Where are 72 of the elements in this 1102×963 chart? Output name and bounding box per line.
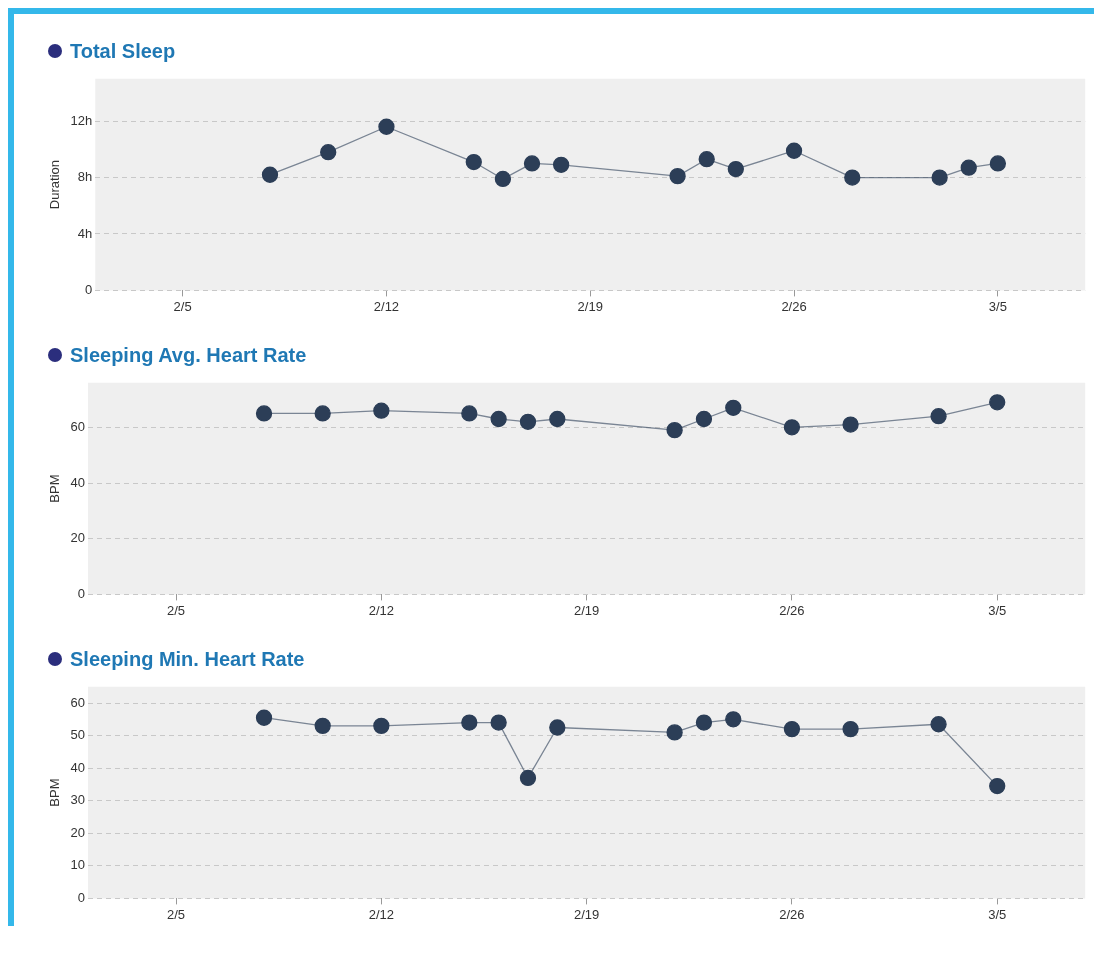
y-tick-label: 0 (85, 281, 93, 297)
y-tick-label: 60 (70, 694, 86, 710)
point (494, 170, 512, 188)
x-tick-label: 2/12 (373, 298, 400, 314)
y-tick-label: 8h (77, 169, 93, 185)
point (725, 399, 742, 417)
point (783, 419, 801, 436)
x-tick-label: 2/5 (167, 906, 186, 922)
x-tick-label: 2/26 (779, 602, 805, 618)
point (461, 405, 478, 422)
y-tick-label: 20 (70, 530, 86, 546)
point (666, 724, 683, 741)
y-tick-label: 12h (70, 112, 93, 128)
point (844, 169, 861, 186)
x-tick-label: 2/12 (368, 602, 394, 618)
point (698, 151, 715, 168)
x-tick-label: 2/26 (781, 298, 807, 314)
x-tick-label: 3/5 (988, 602, 1007, 618)
point (465, 153, 482, 171)
y-tick-label: 20 (70, 824, 86, 840)
x-tick-label: 3/5 (988, 906, 1007, 922)
point (523, 155, 541, 172)
x-tick-label: 2/19 (573, 602, 600, 618)
y-axis-title: BPM (47, 778, 63, 807)
point (314, 405, 331, 422)
point (666, 421, 683, 439)
point (727, 160, 744, 178)
point (255, 405, 273, 422)
point (695, 714, 713, 731)
point (261, 166, 279, 183)
y-tick-label: 40 (70, 474, 86, 490)
point (373, 717, 390, 735)
point (519, 413, 537, 430)
x-tick-label: 2/26 (779, 906, 805, 922)
y-tick-label: 0 (77, 889, 86, 905)
point (783, 720, 801, 738)
x-tick-label: 3/5 (988, 298, 1007, 314)
y-tick-label: 50 (70, 727, 86, 743)
x-tick-label: 2/19 (577, 298, 603, 314)
y-tick-label: 40 (70, 759, 86, 775)
x-tick-label: 2/5 (173, 298, 192, 314)
point (549, 719, 566, 736)
x-tick-label: 2/19 (573, 906, 600, 922)
point (314, 717, 331, 735)
y-tick-label: 30 (70, 792, 86, 808)
chart-title: Sleeping Avg. Heart Rate (70, 343, 307, 367)
point (519, 769, 537, 787)
point (461, 714, 478, 731)
point (842, 416, 859, 433)
point (490, 714, 507, 731)
y-tick-label: 0 (77, 585, 86, 601)
point (378, 118, 395, 135)
point (255, 709, 273, 726)
point (320, 144, 337, 161)
point (785, 142, 803, 159)
x-tick-label: 2/5 (167, 602, 186, 618)
y-tick-label: 60 (70, 418, 86, 434)
point (549, 410, 566, 428)
x-tick-label: 2/12 (368, 906, 394, 922)
point (695, 410, 713, 428)
point (669, 167, 686, 185)
y-tick-label: 4h (77, 225, 93, 241)
point (725, 711, 742, 728)
point (842, 720, 859, 738)
point (552, 156, 570, 173)
point (373, 402, 390, 419)
chart-title: Total Sleep (70, 39, 176, 63)
point (490, 410, 507, 428)
y-axis-title: BPM (47, 474, 63, 503)
y-axis-title: Duration (47, 160, 63, 210)
chart-title: Sleeping Min. Heart Rate (70, 647, 305, 671)
y-tick-label: 10 (70, 857, 86, 873)
